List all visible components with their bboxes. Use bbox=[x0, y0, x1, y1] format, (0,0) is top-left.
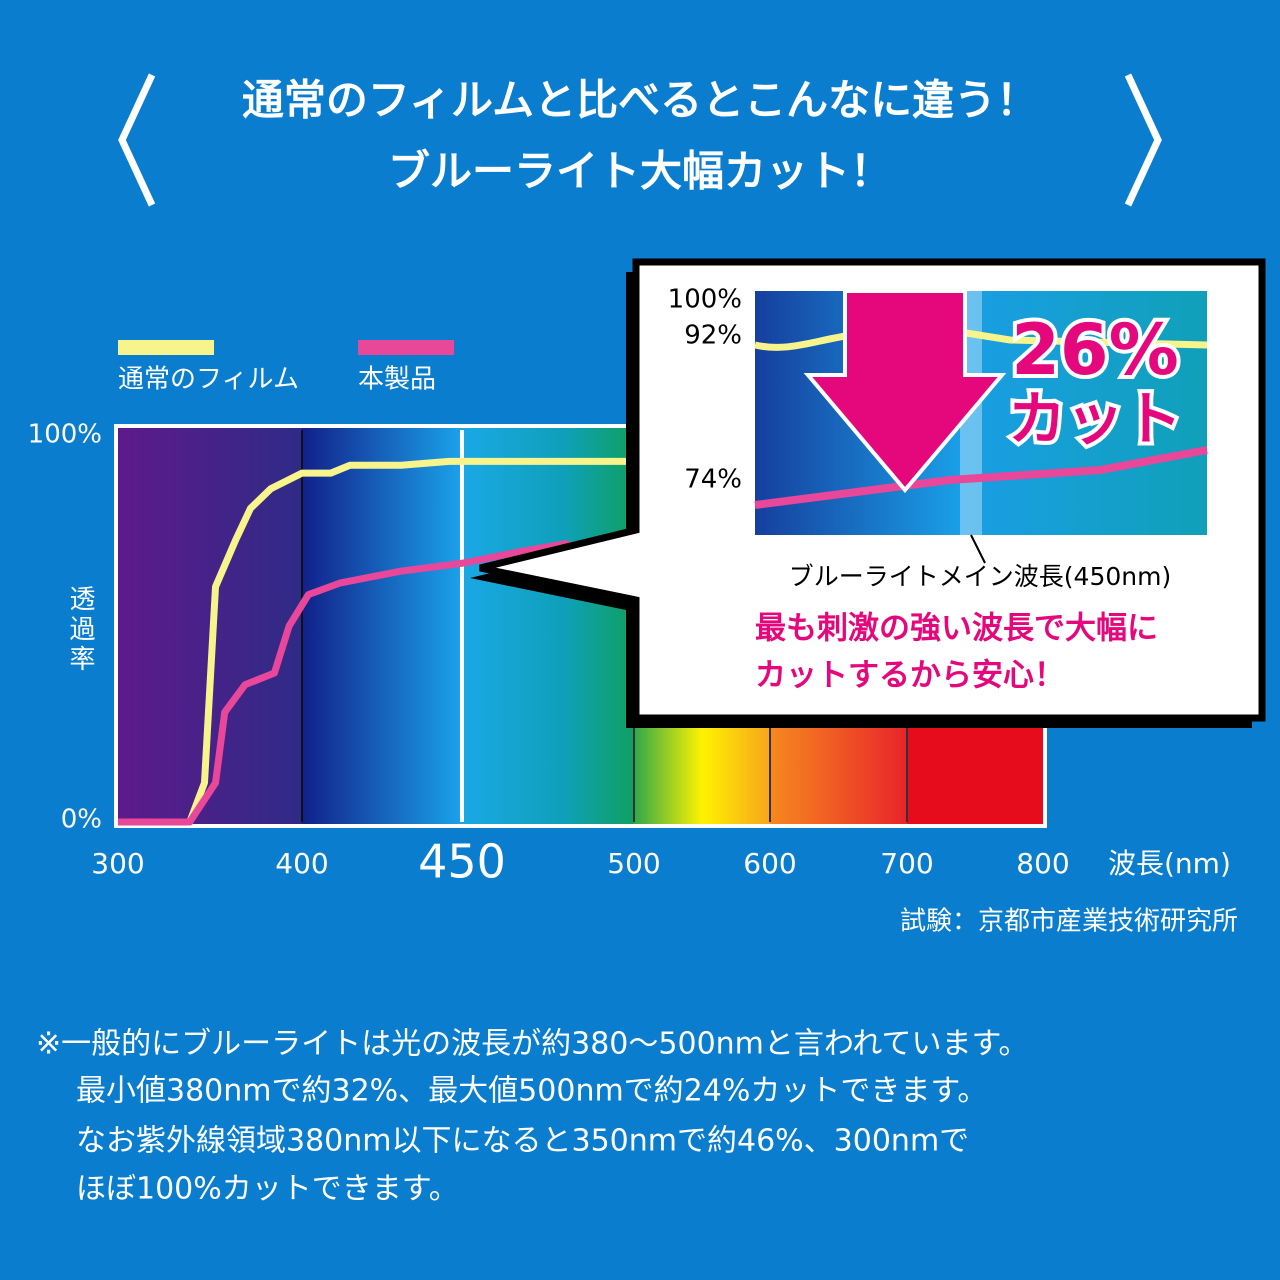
inset-label: 100% bbox=[668, 285, 742, 315]
x-tick-label: 500 bbox=[607, 847, 660, 880]
note: 最小値380nmで約32%、最大値500nmで約24%カットできます。 bbox=[76, 1074, 987, 1109]
message: 最も刺激の強い波長で大幅に bbox=[755, 611, 1158, 647]
legend-label: 通常のフィルム bbox=[118, 365, 299, 395]
x-tick-label: 450 bbox=[418, 835, 506, 889]
band bbox=[462, 428, 634, 824]
series-line bbox=[118, 457, 634, 826]
callout: 26% カット 100% 92% 74% ブルーライトメイン波長(450nm) … bbox=[470, 258, 1266, 728]
y-tick-label: 100% bbox=[28, 420, 102, 450]
bracket-right bbox=[1124, 73, 1162, 207]
legend-label: 本製品 bbox=[358, 365, 436, 395]
y-axis-label: 透過率 bbox=[65, 585, 95, 675]
x-tick-label: 300 bbox=[91, 847, 144, 880]
arrow bbox=[803, 289, 1007, 494]
inset-label: 92% bbox=[684, 321, 742, 351]
badge: カット bbox=[1008, 385, 1182, 453]
message: カットするから安心！ bbox=[755, 658, 1065, 694]
x-tick-label: 700 bbox=[880, 847, 933, 880]
caption: ブルーライトメイン波長(450nm) bbox=[789, 562, 1171, 591]
x-tick-label: 400 bbox=[275, 847, 328, 880]
series-line bbox=[118, 536, 635, 826]
note: なお紫外線領域380nm以下になると350nmで約46%、300nmで bbox=[76, 1124, 969, 1159]
note: ※一般的にブルーライトは光の波長が約380〜500nmと言われています。 bbox=[36, 1027, 1029, 1062]
x-tick-label: 600 bbox=[743, 847, 796, 880]
bracket-left bbox=[118, 73, 156, 207]
leader bbox=[970, 534, 986, 564]
band bbox=[302, 428, 462, 824]
source: 試験：京都市産業技術研究所 bbox=[900, 907, 1238, 937]
title: ブルーライト大幅カット！ bbox=[388, 147, 892, 196]
x-axis-label: 波長(nm) bbox=[1108, 847, 1231, 880]
title: 通常のフィルムと比べるとこんなに違う！ bbox=[242, 76, 1038, 125]
legend-swatch bbox=[118, 340, 214, 355]
badge: 26% bbox=[1011, 309, 1179, 391]
note: ほぼ100%カットできます。 bbox=[76, 1172, 459, 1207]
inset-line bbox=[754, 446, 1208, 509]
legend-swatch bbox=[358, 340, 454, 355]
y-tick-label: 0% bbox=[61, 805, 102, 835]
inset-label: 74% bbox=[684, 465, 742, 495]
x-tick-label: 800 bbox=[1016, 847, 1069, 880]
